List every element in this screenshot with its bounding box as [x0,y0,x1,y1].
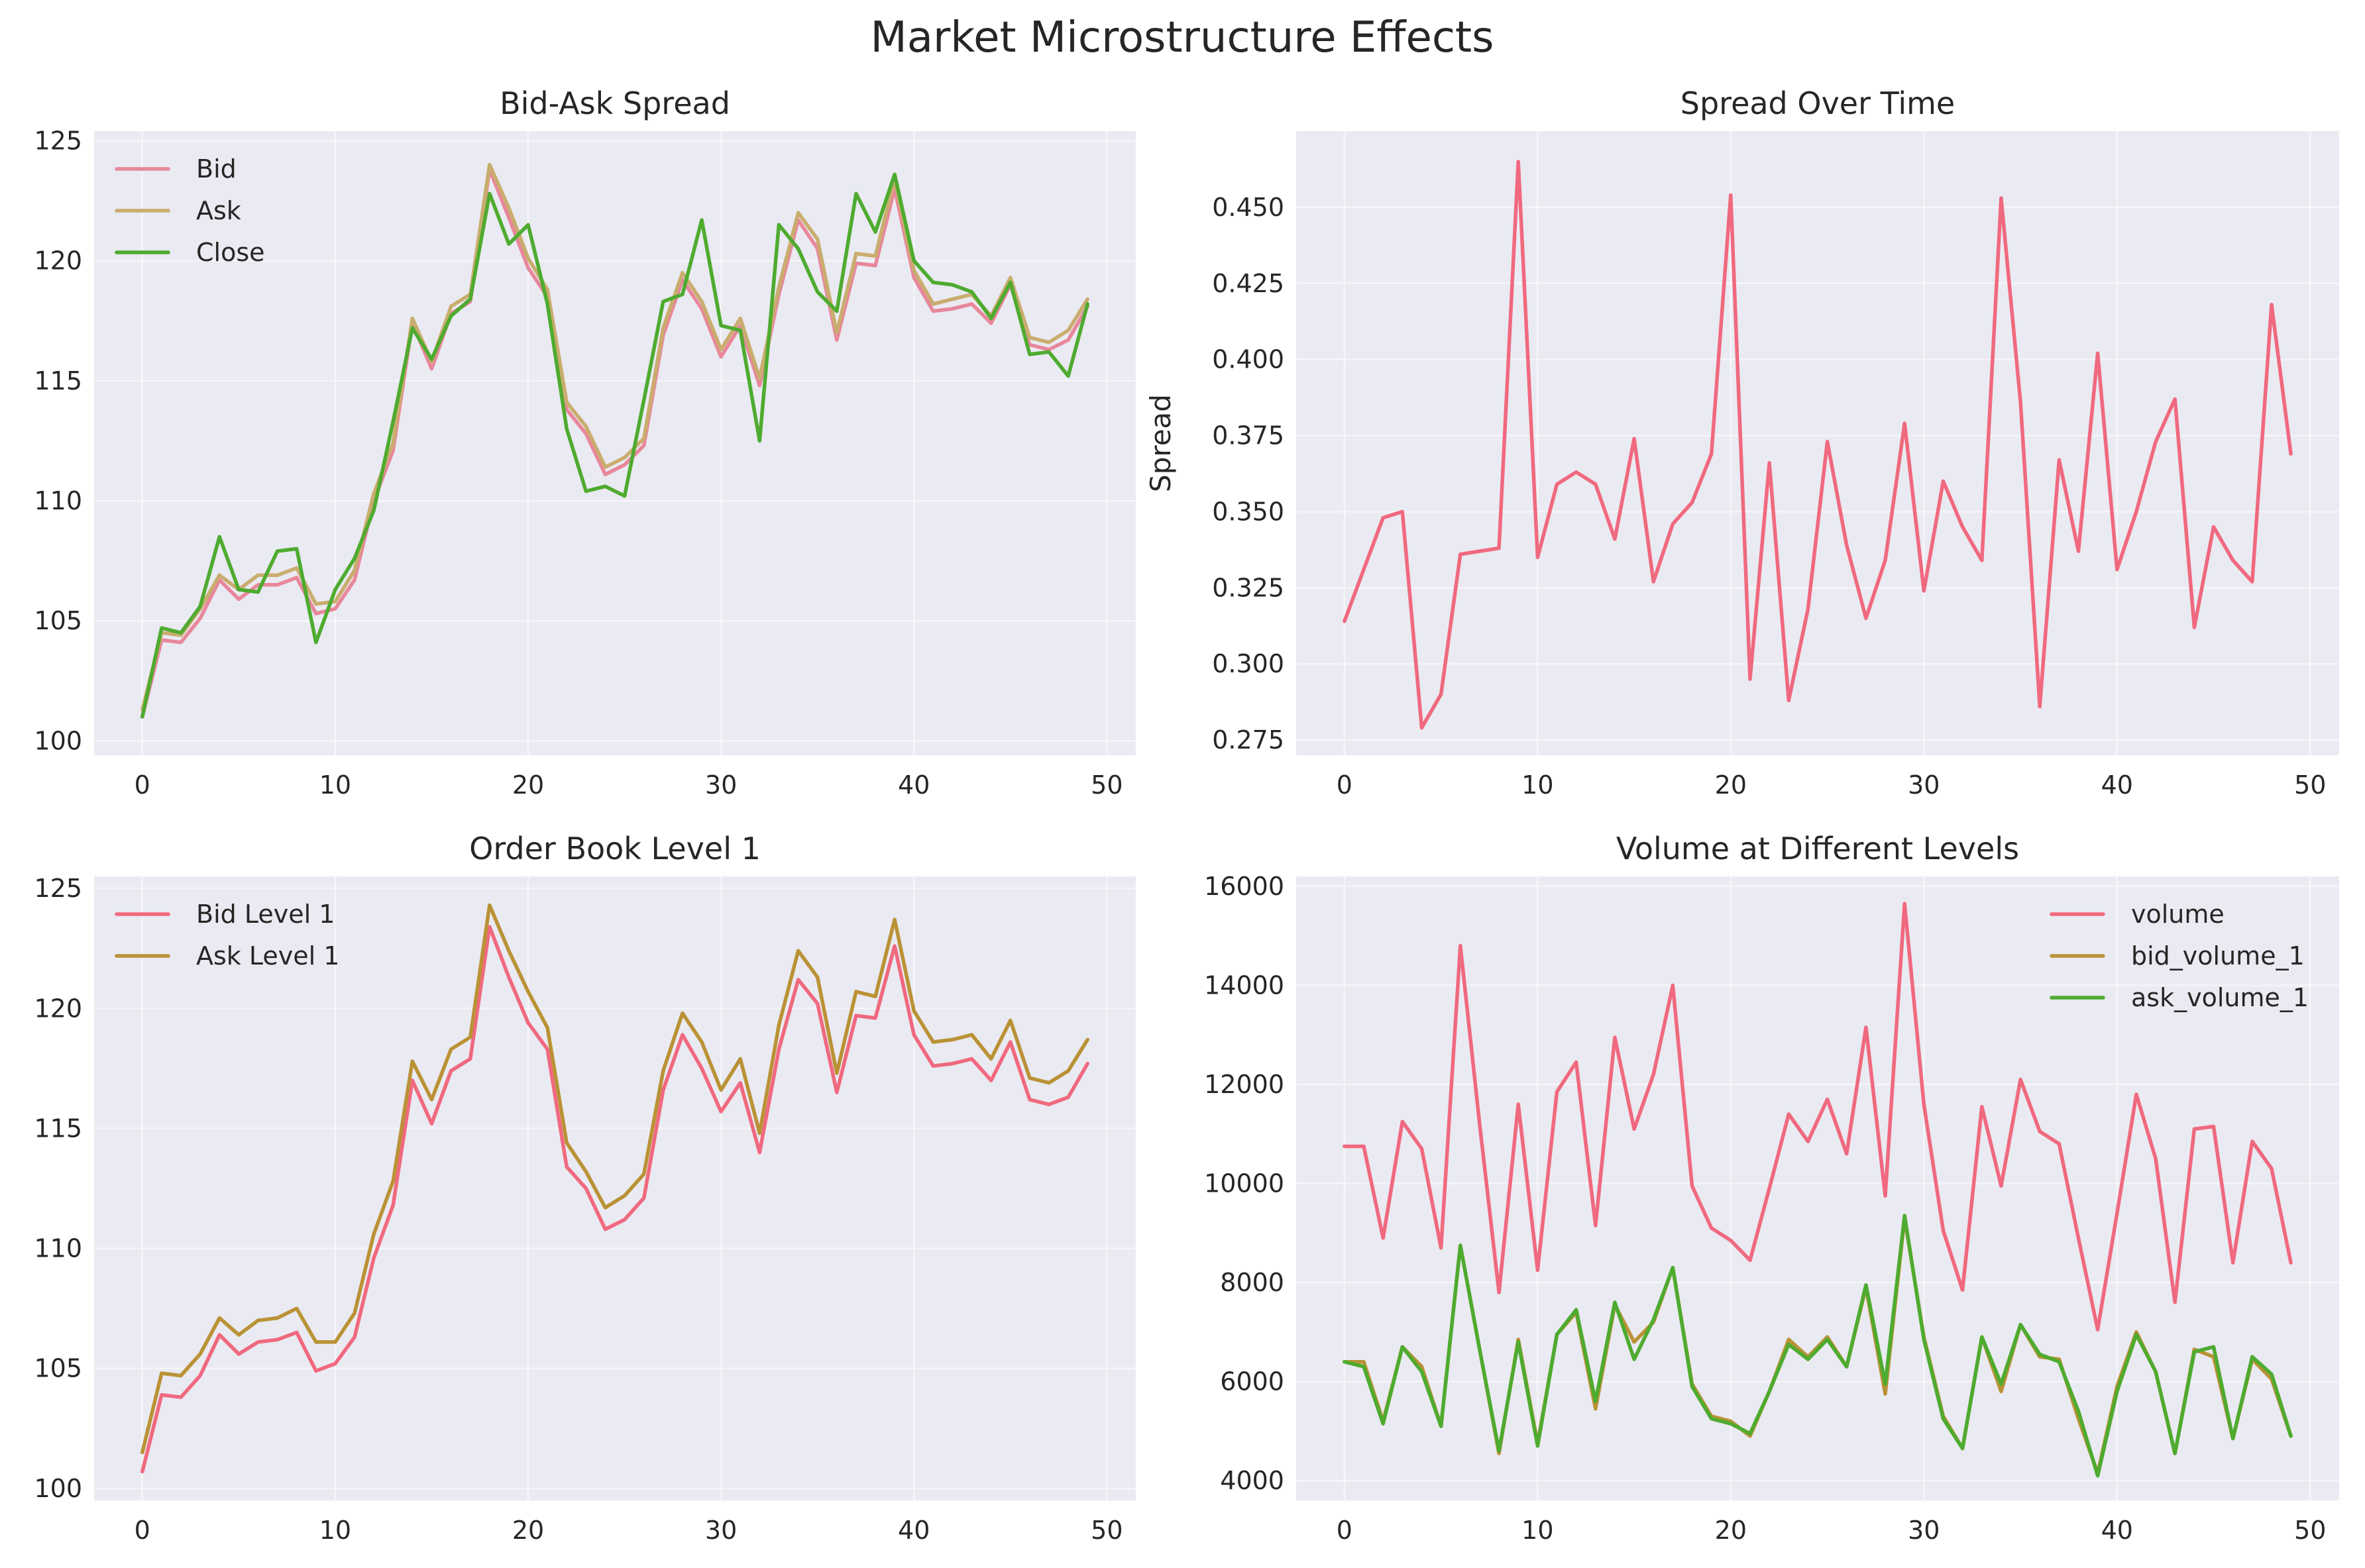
y-axis-label: Spread [1144,394,1177,492]
x-tick-label: 40 [898,770,930,800]
x-tick-label: 0 [1337,770,1352,800]
x-tick-label: 30 [1908,1516,1940,1545]
y-tick-label: 120 [34,994,82,1023]
legend-label-bid: Bid [196,154,237,183]
y-tick-label: 110 [34,1234,82,1263]
x-tick-label: 0 [135,770,150,800]
series-line-bid-level-1 [140,925,1089,1474]
y-tick-label: 0.400 [1212,345,1284,374]
y-tick-label: 125 [34,874,82,903]
plot-area [94,876,1136,1500]
series-line-volume [1343,902,2293,1332]
x-tick-label: 30 [1908,770,1940,800]
x-tick-label: 50 [1091,1516,1123,1545]
legend-label-volume: volume [2131,900,2225,929]
y-tick-label: 4000 [1220,1466,1284,1495]
y-tick-label: 0.375 [1212,421,1284,450]
y-tick-label: 0.425 [1212,269,1284,298]
series-line-bid [140,168,1089,719]
y-tick-label: 14000 [1204,970,1284,1000]
x-tick-label: 0 [1337,1516,1352,1545]
y-tick-label: 12000 [1204,1070,1284,1099]
panel-title: Order Book Level 1 [469,831,761,866]
x-tick-label: 10 [1521,1516,1553,1545]
plot-area [94,131,1136,755]
x-tick-label: 30 [705,770,737,800]
x-tick-label: 0 [135,1516,150,1545]
y-tick-label: 100 [34,726,82,755]
legend-label-bid-volume-1: bid_volume_1 [2131,941,2305,970]
y-tick-label: 110 [34,486,82,515]
y-tick-label: 6000 [1220,1367,1284,1396]
y-tick-label: 0.450 [1212,193,1284,222]
x-tick-label: 10 [1521,770,1553,800]
x-tick-label: 50 [2294,770,2326,800]
legend-label-close: Close [196,238,265,267]
legend-label-ask-volume-1: ask_volume_1 [2131,983,2309,1012]
legend-label-ask-level-1: Ask Level 1 [196,941,339,970]
plot-area [1296,131,2339,755]
x-tick-label: 10 [319,770,351,800]
x-tick-label: 40 [898,1516,930,1545]
x-tick-label: 40 [2101,770,2133,800]
x-tick-label: 50 [1091,770,1123,800]
legend: Bid Level 1 Ask Level 1 [115,900,339,970]
x-tick-label: 20 [512,770,544,800]
panel-spread-over-time: 0 10 20 30 40 50 0.275 0.300 0.325 0.350 0.375 0.40… [1144,85,2339,800]
y-tick-label: 0.325 [1212,573,1284,602]
y-tick-label: 0.350 [1212,497,1284,526]
legend: Bid Ask Close [115,154,265,267]
x-tick-label: 20 [512,1516,544,1545]
y-tick-label: 10000 [1204,1169,1284,1198]
figure-title: Market Microstructure Effects [871,13,1494,62]
panel-bid-ask-spread: 0 10 20 30 40 50 100 105 110 115 120 125 Bid-Ask Spr… [34,85,1136,800]
series-line-ask-level-1 [140,903,1089,1455]
series-line-close [140,172,1089,719]
series-line-ask [140,162,1089,711]
x-tick-label: 20 [1715,770,1747,800]
y-tick-label: 0.300 [1212,649,1284,678]
y-tick-label: 105 [34,606,82,635]
series-line-ask-volume-1 [1343,1214,2293,1478]
x-tick-label: 30 [705,1516,737,1545]
legend-label-bid-level-1: Bid Level 1 [196,900,335,929]
x-tick-label: 10 [319,1516,351,1545]
x-tick-label: 50 [2294,1516,2326,1545]
y-tick-label: 125 [34,126,82,155]
panel-volume-levels: 0 10 20 30 40 50 4000 6000 8000 10000 12000 14000 16… [1204,831,2339,1545]
y-tick-label: 0.275 [1212,725,1284,755]
x-tick-label: 40 [2101,1516,2133,1545]
y-tick-label: 100 [34,1474,82,1503]
y-tick-label: 105 [34,1354,82,1383]
y-tick-label: 115 [34,366,82,395]
series-line-0 [1343,160,2293,730]
panel-title: Spread Over Time [1680,85,1955,121]
y-tick-label: 120 [34,246,82,276]
legend: volume bid_volume_1 ask_volume_1 [2050,900,2309,1012]
y-tick-label: 115 [34,1114,82,1143]
y-tick-label: 16000 [1204,872,1284,901]
y-tick-label: 8000 [1220,1268,1284,1297]
panel-title: Volume at Different Levels [1616,831,2019,866]
panel-title: Bid-Ask Spread [500,85,730,121]
x-tick-label: 20 [1715,1516,1747,1545]
panel-order-book-level-1: 0 10 20 30 40 50 100 105 110 115 120 125 Order Book … [34,831,1136,1545]
plot-area [1296,876,2339,1500]
legend-label-ask: Ask [196,196,241,225]
